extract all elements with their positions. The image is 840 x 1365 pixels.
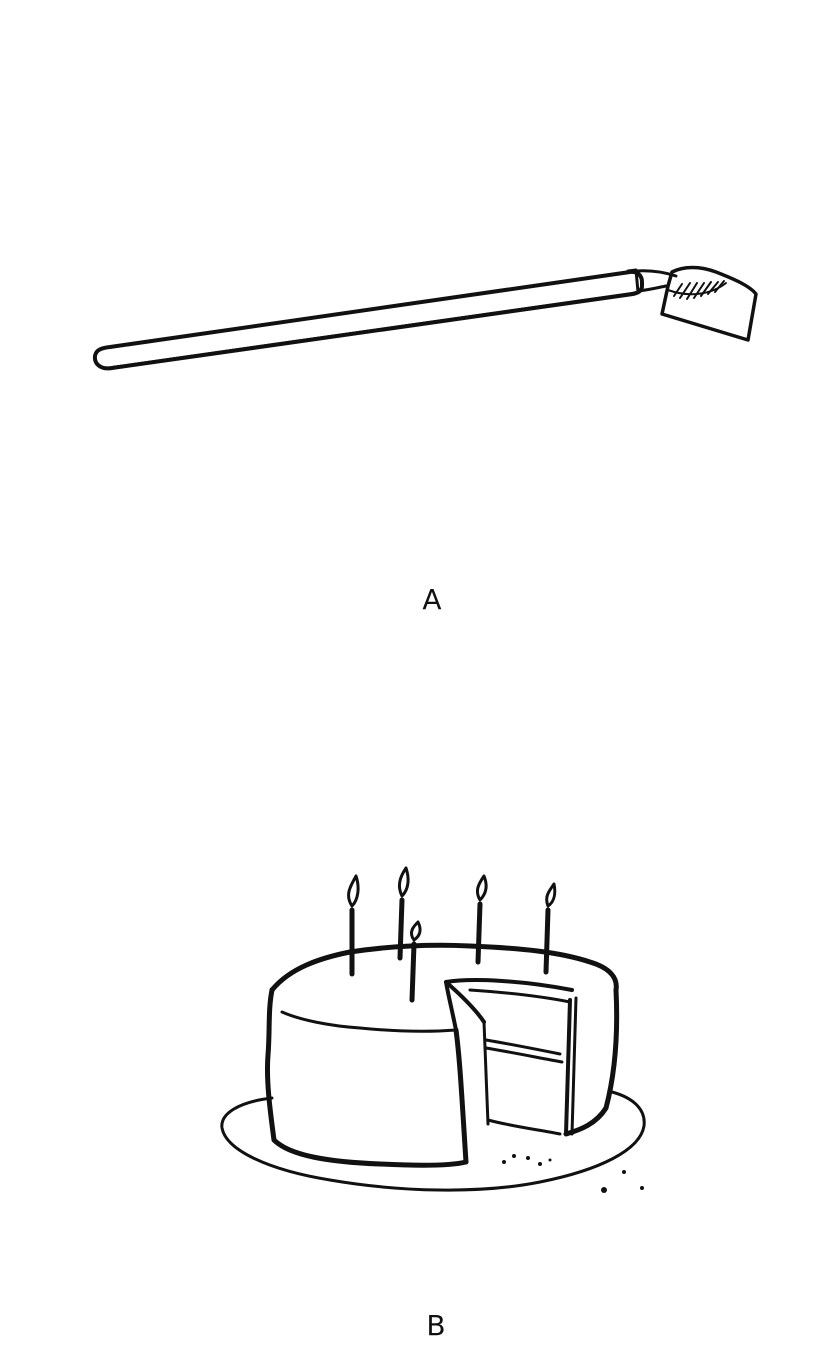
figure-b: B <box>0 660 840 1365</box>
birthday-cake-icon <box>220 866 646 1193</box>
figure-a: A <box>0 0 840 660</box>
hoe-icon <box>92 265 758 371</box>
figure-label-a: A <box>422 583 442 616</box>
figure-label-b: B <box>426 1309 446 1342</box>
